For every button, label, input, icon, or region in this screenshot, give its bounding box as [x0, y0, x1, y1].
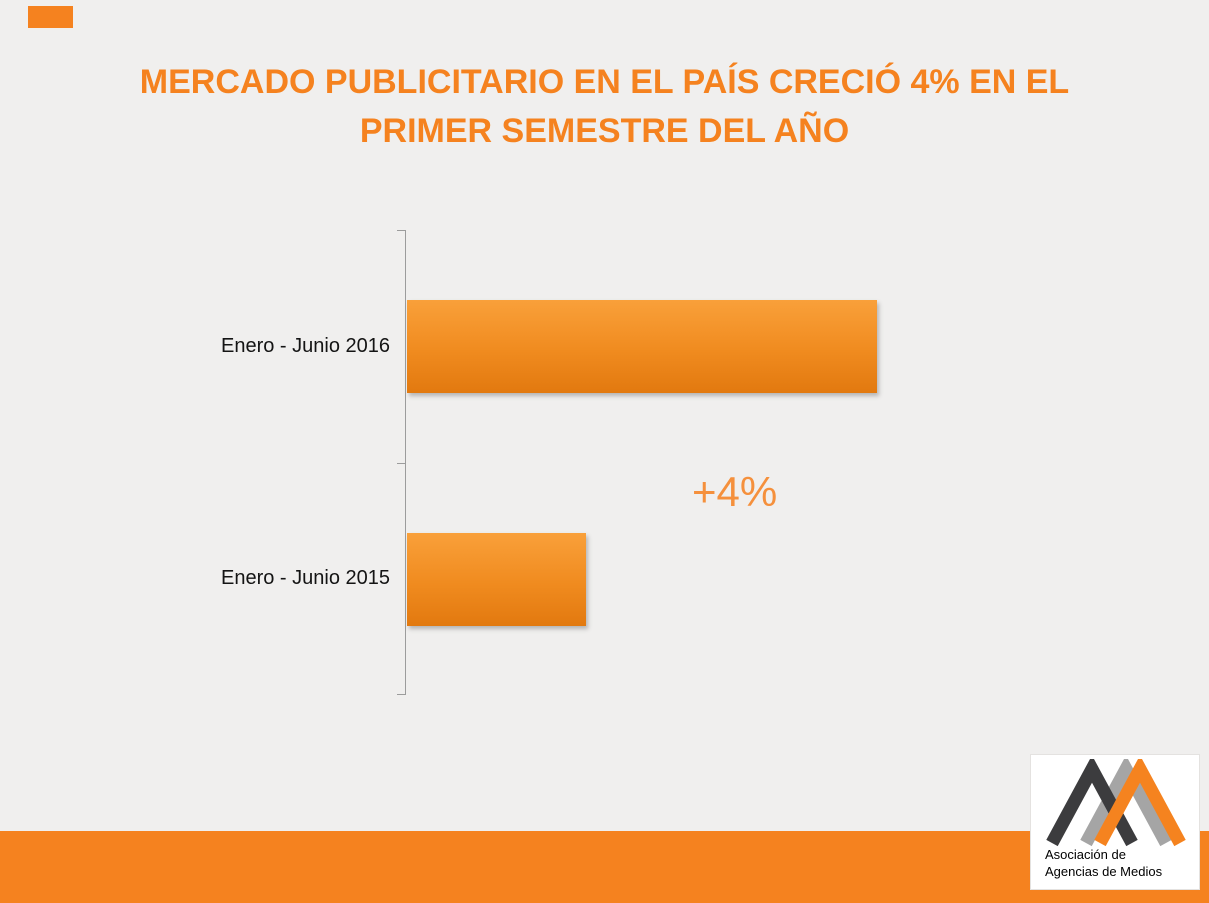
- chart-axis-line: [405, 230, 406, 695]
- bar-track-2016: [407, 300, 877, 393]
- logo-caption: Asociación de Agencias de Medios: [1031, 847, 1199, 881]
- category-label-2015: Enero - Junio 2015: [220, 567, 390, 589]
- logo-gray-a: [1080, 759, 1172, 847]
- logo-caption-line2: Agencias de Medios: [1045, 863, 1163, 879]
- logo-caption-line1: Asociación de: [1045, 847, 1126, 862]
- bar-track-2015: [407, 533, 877, 626]
- slide-title: MERCADO PUBLICITARIO EN EL PAÍS CRECIÓ 4…: [0, 58, 1209, 157]
- footer-band: [0, 831, 1209, 903]
- slide-title-line2: PRIMER SEMESTRE DEL AÑO: [359, 112, 850, 151]
- bar-2015: [407, 533, 586, 626]
- axis-tick-middle: [397, 463, 406, 464]
- logo-box: Asociación de Agencias de Medios: [1030, 754, 1200, 890]
- aam-logo-icon: [1046, 759, 1186, 847]
- axis-tick-bottom: [397, 694, 406, 695]
- slide-title-line1: MERCADO PUBLICITARIO EN EL PAÍS CRECIÓ 4…: [139, 63, 1070, 101]
- logo-orange-a: [1094, 759, 1186, 847]
- bar-2016: [407, 300, 877, 393]
- axis-tick-top: [397, 230, 406, 231]
- growth-annotation: +4%: [692, 468, 778, 515]
- top-left-accent-bar: [28, 6, 73, 28]
- category-label-2016: Enero - Junio 2016: [220, 335, 390, 357]
